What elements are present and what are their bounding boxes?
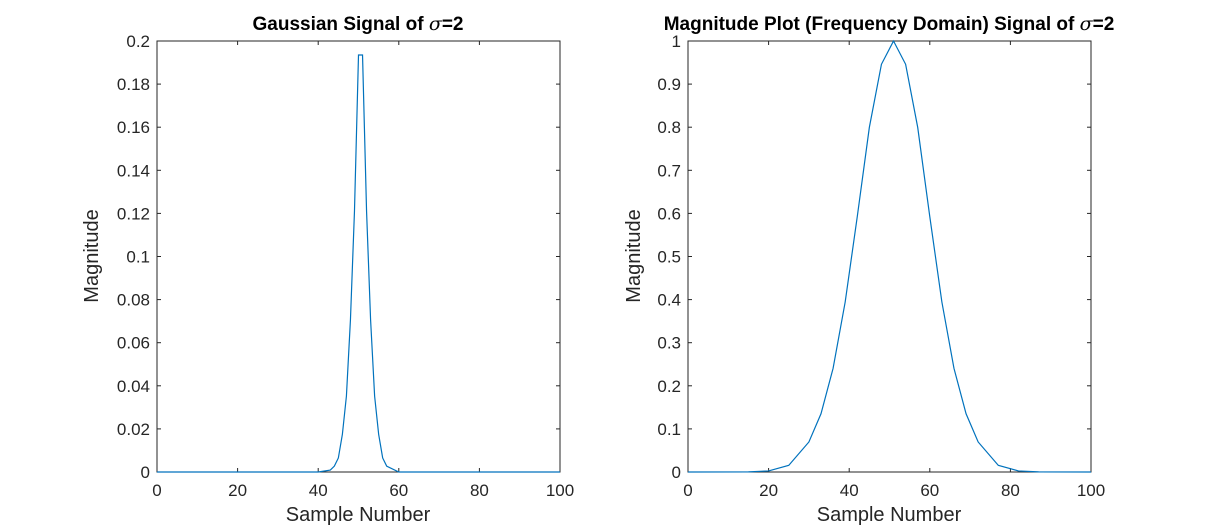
x-tick-label: 80 [470,481,489,500]
x-tick-label: 60 [389,481,408,500]
y-tick-label: 0.02 [117,420,150,439]
y-tick-label: 0.6 [657,204,681,223]
chart-title: Gaussian Signal of σ=2 [253,13,464,35]
y-tick-label: 0.12 [117,204,150,223]
x-tick-label: 100 [1077,481,1105,500]
y-tick-label: 0.08 [117,291,150,310]
y-tick-label: 0.1 [657,420,681,439]
y-tick-label: 0.06 [117,334,150,353]
chart-magnitude-spectrum: Magnitude Plot (Frequency Domain) Signal… [623,13,1114,526]
plot-frame [156,40,561,473]
y-tick-label: 0.3 [657,334,681,353]
y-tick-label: 0.18 [117,75,150,94]
x-tick-label: 60 [920,481,939,500]
y-tick-label: 0.4 [657,291,681,310]
y-tick-label: 1 [672,32,681,51]
series-line [687,39,1092,473]
x-axis-label: Sample Number [286,504,431,526]
x-axis-label: Sample Number [817,504,962,526]
y-tick-label: 0 [141,463,150,482]
y-tick-label: 0.9 [657,75,681,94]
x-tick-label: 40 [309,481,328,500]
x-tick-label: 20 [759,481,778,500]
y-tick-label: 0.1 [126,248,150,267]
y-tick-label: 0.2 [126,32,150,51]
y-tick-label: 0.04 [117,377,150,396]
y-tick-label: 0.8 [657,118,681,137]
y-tick-label: 0.14 [117,161,150,180]
chart-gaussian-signal: Gaussian Signal of σ=2 Sample Number Mag… [81,13,574,526]
y-tick-label: 0.2 [657,377,681,396]
x-tick-label: 40 [840,481,859,500]
x-tick-label: 0 [683,481,692,500]
x-tick-label: 0 [152,481,161,500]
x-tick-label: 100 [546,481,574,500]
chart-title: Magnitude Plot (Frequency Domain) Signal… [664,13,1115,35]
y-tick-label: 0.7 [657,161,681,180]
y-axis-label: Magnitude [81,209,103,302]
y-tick-label: 0.5 [657,248,681,267]
x-tick-label: 20 [228,481,247,500]
series-line [157,54,560,473]
plot-frame [687,40,1092,473]
y-tick-label: 0.16 [117,118,150,137]
y-axis-label: Magnitude [623,209,645,302]
x-tick-label: 80 [1001,481,1020,500]
y-tick-label: 0 [672,463,681,482]
